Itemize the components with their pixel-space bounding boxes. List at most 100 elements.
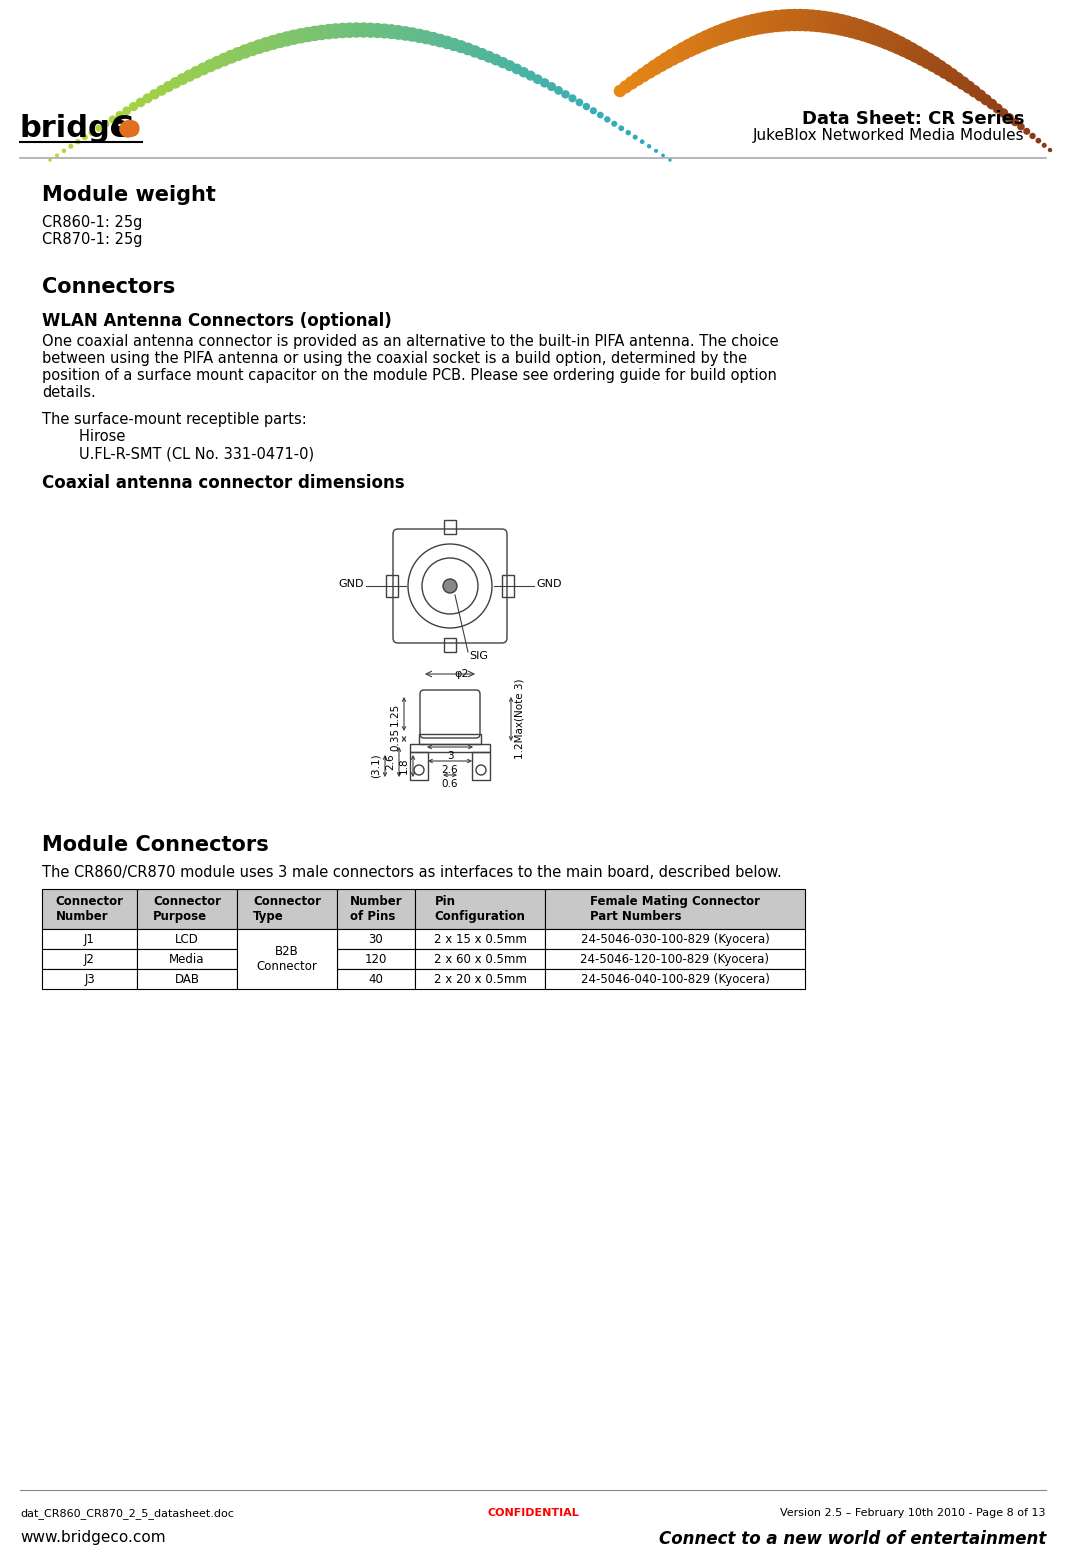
Circle shape (322, 25, 336, 39)
Circle shape (441, 36, 453, 48)
Circle shape (102, 121, 109, 126)
Bar (138, 929, 237, 949)
Circle shape (443, 579, 457, 593)
Circle shape (163, 81, 174, 92)
Circle shape (377, 25, 391, 37)
Circle shape (994, 104, 1002, 114)
Circle shape (956, 76, 969, 89)
Circle shape (626, 131, 630, 135)
Circle shape (648, 145, 650, 148)
Circle shape (837, 16, 857, 36)
Circle shape (364, 23, 377, 37)
Circle shape (184, 70, 195, 81)
Circle shape (455, 40, 467, 53)
Circle shape (583, 104, 589, 109)
Bar (502, 576, 514, 598)
Circle shape (448, 39, 459, 50)
Circle shape (676, 42, 692, 59)
Text: Coaxial antenna connector dimensions: Coaxial antenna connector dimensions (42, 475, 405, 492)
Bar (545, 888, 805, 929)
Text: Connect to a new world of entertainment: Connect to a new world of entertainment (659, 1530, 1046, 1548)
Circle shape (641, 140, 644, 143)
Text: 0.35: 0.35 (390, 728, 400, 750)
Circle shape (704, 28, 723, 47)
Circle shape (527, 72, 535, 79)
Circle shape (1036, 138, 1040, 143)
Text: J2: J2 (84, 952, 95, 966)
Circle shape (604, 117, 610, 121)
Circle shape (406, 28, 419, 40)
Circle shape (116, 112, 124, 118)
Bar (415, 929, 545, 949)
Text: SIG: SIG (469, 650, 488, 661)
Text: Module Connectors: Module Connectors (42, 836, 269, 854)
Circle shape (819, 12, 840, 33)
Circle shape (328, 23, 342, 37)
Text: 2 x 60 x 0.5mm: 2 x 60 x 0.5mm (434, 952, 527, 966)
Circle shape (245, 42, 259, 56)
Circle shape (96, 126, 101, 131)
Circle shape (743, 14, 764, 34)
Circle shape (890, 36, 907, 54)
Circle shape (266, 36, 279, 50)
Text: CONFIDENTIAL: CONFIDENTIAL (487, 1508, 579, 1519)
Circle shape (505, 61, 515, 70)
Circle shape (612, 121, 616, 126)
Bar (410, 752, 429, 780)
Text: Connector
Type: Connector Type (253, 895, 321, 923)
Circle shape (434, 34, 447, 47)
Text: 2 x 15 x 0.5mm: 2 x 15 x 0.5mm (434, 932, 527, 946)
Circle shape (399, 26, 411, 40)
Circle shape (76, 140, 80, 143)
Bar (410, 744, 490, 752)
Text: Module weight: Module weight (42, 185, 216, 205)
Text: 40: 40 (369, 972, 384, 985)
Circle shape (469, 45, 481, 58)
Circle shape (669, 45, 687, 62)
Circle shape (1005, 114, 1013, 121)
Circle shape (920, 53, 936, 68)
Circle shape (301, 28, 314, 42)
Text: 30: 30 (369, 932, 384, 946)
Circle shape (830, 14, 851, 34)
Circle shape (648, 61, 662, 75)
Circle shape (569, 95, 576, 101)
Text: U.FL-R-SMT (CL No. 331-0471-0): U.FL-R-SMT (CL No. 331-0471-0) (42, 447, 314, 461)
Circle shape (562, 90, 569, 98)
Circle shape (681, 39, 698, 56)
Circle shape (687, 36, 705, 54)
Circle shape (69, 145, 72, 148)
Circle shape (1024, 129, 1030, 134)
Text: B2B
Connector: B2B Connector (257, 944, 318, 972)
Circle shape (860, 23, 879, 42)
Text: CR860-1: 25g: CR860-1: 25g (42, 215, 143, 230)
Circle shape (463, 44, 473, 54)
Text: GND: GND (536, 579, 562, 590)
Text: o: o (120, 114, 141, 143)
Bar (337, 969, 415, 990)
Circle shape (825, 14, 845, 34)
Circle shape (598, 112, 603, 118)
Bar (415, 969, 545, 990)
Circle shape (726, 19, 746, 39)
Circle shape (872, 28, 891, 47)
Circle shape (577, 100, 583, 106)
Text: dat_CR860_CR870_2_5_datasheet.doc: dat_CR860_CR870_2_5_datasheet.doc (20, 1508, 233, 1519)
Circle shape (636, 68, 650, 81)
Circle shape (944, 68, 958, 82)
Circle shape (548, 82, 555, 90)
Circle shape (219, 53, 230, 65)
Circle shape (842, 17, 862, 37)
Text: 24-5046-120-100-829 (Kyocera): 24-5046-120-100-829 (Kyocera) (581, 952, 770, 966)
Bar (545, 969, 805, 990)
Circle shape (933, 61, 947, 75)
Text: details.: details. (42, 384, 96, 400)
Text: Number
of Pins: Number of Pins (350, 895, 402, 923)
Bar (42, 929, 138, 949)
Circle shape (205, 59, 216, 72)
Bar (337, 929, 415, 949)
Circle shape (191, 67, 201, 78)
Circle shape (253, 40, 265, 53)
Circle shape (778, 9, 800, 31)
Text: One coaxial antenna connector is provided as an alternative to the built-in PIFA: One coaxial antenna connector is provide… (42, 335, 778, 349)
